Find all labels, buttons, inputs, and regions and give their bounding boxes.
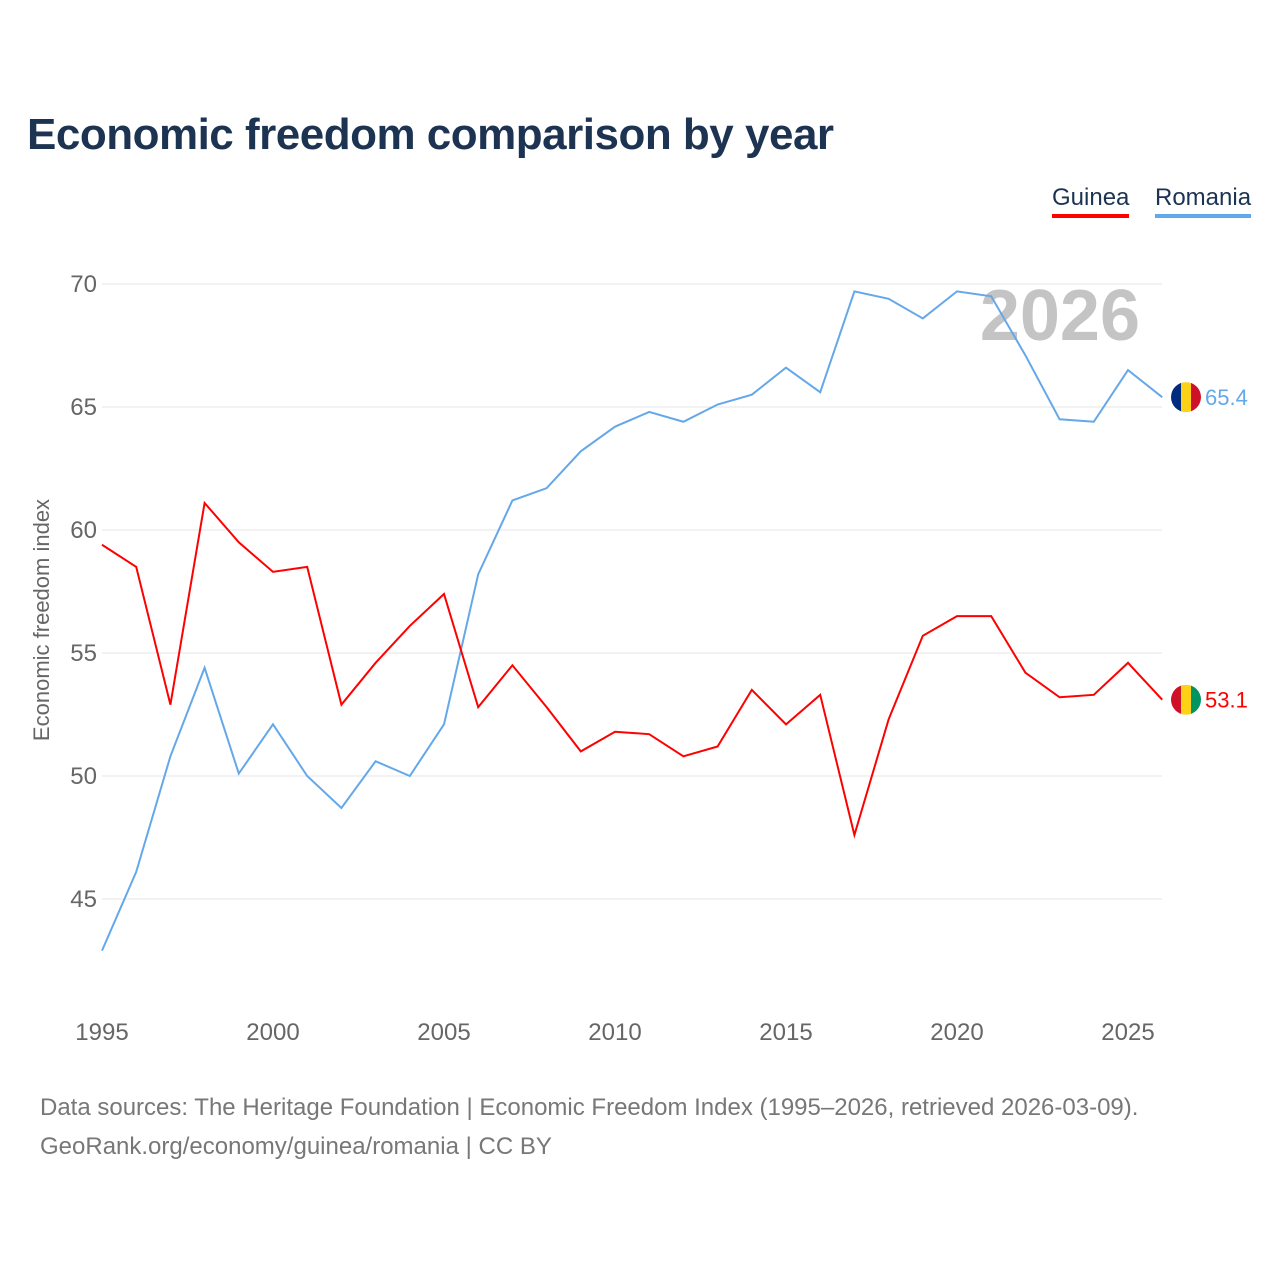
flag-guinea-icon (1171, 684, 1201, 715)
data-point (784, 366, 788, 370)
x-tick-label: 2020 (930, 1019, 983, 1046)
data-point (442, 592, 446, 596)
chart-title: Economic freedom comparison by year (27, 110, 834, 159)
data-point (818, 693, 822, 697)
data-point (784, 722, 788, 726)
data-point (1126, 661, 1130, 665)
flag-stripe (1181, 684, 1192, 715)
data-point (100, 543, 104, 547)
data-point (237, 772, 241, 776)
data-point (545, 486, 549, 490)
source-note: Data sources: The Heritage Foundation | … (40, 1088, 1138, 1166)
data-point (681, 754, 685, 758)
data-point (955, 614, 959, 618)
source-line-1: Data sources: The Heritage Foundation | … (40, 1094, 1139, 1121)
data-point (134, 565, 138, 569)
data-point (579, 449, 583, 453)
data-point (168, 703, 172, 707)
flag-stripe (1181, 382, 1192, 413)
data-point (647, 732, 651, 736)
data-point (339, 806, 343, 810)
data-point (887, 297, 891, 301)
data-point (716, 744, 720, 748)
data-point (476, 572, 480, 576)
x-tick-label: 2010 (588, 1019, 641, 1046)
x-tick-label: 1995 (75, 1019, 128, 1046)
data-point (1092, 420, 1096, 424)
data-point (1092, 693, 1096, 697)
flag-stripe (1191, 382, 1201, 413)
y-tick-label: 45 (70, 886, 97, 913)
data-point (1058, 417, 1062, 421)
legend-guinea[interactable]: Guinea (1052, 184, 1130, 218)
data-point (955, 289, 959, 293)
data-point (818, 390, 822, 394)
data-point (408, 774, 412, 778)
y-tick-label: 60 (70, 517, 97, 544)
x-tick-label: 2015 (759, 1019, 812, 1046)
data-point (237, 540, 241, 544)
legend-romania[interactable]: Romania (1155, 184, 1252, 218)
y-tick-label: 70 (70, 271, 97, 298)
data-point (852, 289, 856, 293)
data-point (442, 722, 446, 726)
data-point (545, 705, 549, 709)
data-point (852, 833, 856, 837)
data-point (1126, 368, 1130, 372)
year-watermark: 2026 (980, 276, 1140, 356)
data-point (305, 565, 309, 569)
data-point (271, 570, 275, 574)
data-point (887, 717, 891, 721)
data-point (750, 688, 754, 692)
data-point (510, 498, 514, 502)
data-point (579, 749, 583, 753)
data-point (305, 774, 309, 778)
flag-stripe (1171, 684, 1182, 715)
y-tick-label: 50 (70, 763, 97, 790)
data-point (374, 661, 378, 665)
data-point (613, 730, 617, 734)
data-point (1023, 671, 1027, 675)
flag-romania-icon (1171, 382, 1201, 413)
data-point (100, 949, 104, 953)
data-point (203, 501, 207, 505)
data-point (1160, 395, 1164, 399)
source-line-2: GeoRank.org/economy/guinea/romania | CC … (40, 1133, 552, 1160)
data-point (476, 705, 480, 709)
x-tick-label: 2025 (1101, 1019, 1154, 1046)
flag-stripe (1171, 382, 1182, 413)
data-point (989, 614, 993, 618)
data-point (408, 624, 412, 628)
data-point (921, 316, 925, 320)
data-point (374, 759, 378, 763)
data-point (716, 403, 720, 407)
data-point (271, 722, 275, 726)
data-point (168, 754, 172, 758)
data-point (647, 410, 651, 414)
data-point (750, 393, 754, 397)
end-label-romania: 65.4 (1205, 385, 1248, 410)
data-point (989, 294, 993, 298)
y-tick-label: 65 (70, 394, 97, 421)
data-point (1023, 353, 1027, 357)
data-point (134, 870, 138, 874)
flag-stripe (1191, 684, 1201, 715)
data-point (613, 425, 617, 429)
data-point (1160, 698, 1164, 702)
series-line-romania (101, 290, 1163, 952)
data-point (203, 666, 207, 670)
data-point (339, 703, 343, 707)
series-line-guinea (101, 500, 1163, 839)
data-point (921, 634, 925, 638)
data-point (1058, 695, 1062, 699)
data-point (681, 420, 685, 424)
end-label-guinea: 53.1 (1205, 688, 1248, 713)
data-point (510, 663, 514, 667)
y-tick-label: 55 (70, 640, 97, 667)
x-tick-label: 2005 (417, 1019, 470, 1046)
x-tick-label: 2000 (246, 1019, 299, 1046)
